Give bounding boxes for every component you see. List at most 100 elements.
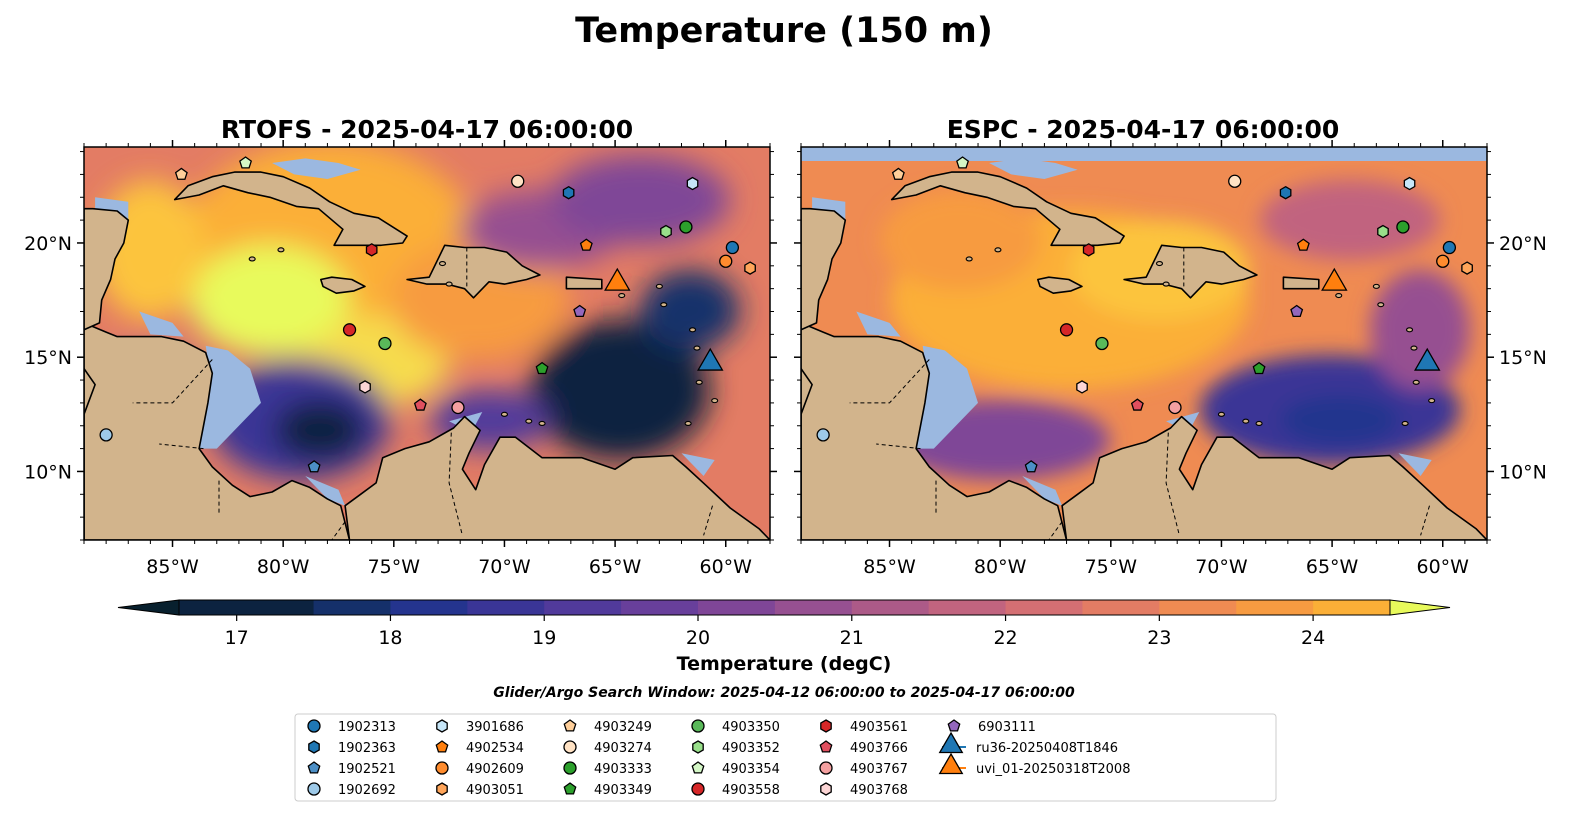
land-hispaniola (406, 244, 541, 299)
small-island (1410, 345, 1418, 351)
small-island (1377, 302, 1385, 308)
glider-ru36-20250408T1846 (1414, 347, 1441, 371)
marker-4903558 (342, 323, 357, 337)
small-island (1242, 418, 1250, 424)
glider-uvi_01-20250318T2008 (1321, 267, 1348, 291)
marker-1902313 (1442, 240, 1457, 255)
legend-marker-4903558 (691, 782, 705, 796)
marker-6903111 (573, 304, 587, 318)
legend-label: 4903767 (850, 762, 908, 777)
legend-label: 4902534 (466, 741, 524, 756)
country-border (1048, 521, 1063, 540)
land-mexico (801, 367, 813, 540)
land-hispaniola (1123, 244, 1258, 299)
legend-marker-uvi_01-20250318T2008 (938, 752, 964, 775)
marker-4903274 (511, 174, 525, 188)
legend-label: 4903766 (850, 741, 908, 756)
x-tick-label: 75°W (1085, 556, 1138, 578)
colorbar-tick-label: 24 (1301, 627, 1325, 649)
land-jamaica (1037, 276, 1083, 294)
colorbar-segment (851, 600, 930, 615)
small-island (684, 420, 692, 427)
legend-label: 4903333 (594, 762, 652, 777)
shallow-water (1398, 453, 1432, 476)
legend-label: 6903111 (978, 720, 1036, 735)
marker-4903350 (1095, 336, 1109, 351)
small-island (248, 256, 256, 262)
map-ticks-rtofs (77, 140, 777, 547)
legend-item-4903354: 4903354 (691, 761, 780, 777)
small-island (1162, 281, 1170, 287)
x-tick-label: 65°W (589, 556, 642, 578)
legend-label: ru36-20250408T1846 (976, 741, 1118, 756)
map-layers-rtofs (84, 156, 770, 540)
map-ticks-espc (794, 140, 1494, 547)
land-cuba (173, 171, 408, 247)
legend-label: 4903561 (850, 720, 908, 735)
small-island (994, 247, 1002, 253)
marker-4903051 (1461, 261, 1473, 275)
marker-4903354 (239, 156, 253, 169)
small-island (525, 418, 533, 424)
legend-label: 4903249 (594, 720, 652, 735)
small-island (711, 398, 719, 404)
marker-1902363 (1279, 185, 1292, 200)
x-tick-label: 70°W (1195, 556, 1248, 578)
legend-label: 4903274 (594, 741, 652, 756)
x-tick-label: 80°W (974, 556, 1027, 578)
colorbar-tick-label: 22 (993, 627, 1017, 649)
marker-4902534 (1296, 238, 1310, 251)
legend-marker-ru36-20250408T1846 (938, 731, 964, 754)
glider-ru36-20250408T1846 (697, 347, 724, 371)
colorbar-frame (178, 599, 1391, 616)
colorbar-tick-label: 20 (686, 627, 710, 649)
legend-label: 1902521 (338, 762, 396, 777)
shallow-water (989, 158, 1078, 179)
colorbar-segment (1005, 600, 1083, 615)
small-island (688, 327, 697, 333)
country-border (1420, 505, 1430, 536)
y-tick-label: 15°N (1499, 347, 1547, 369)
map-frame-espc (800, 146, 1488, 541)
legend-label: 3901686 (466, 720, 524, 735)
shallow-water (139, 311, 184, 337)
small-island (277, 247, 285, 253)
small-island (1217, 411, 1226, 417)
land-central-america (84, 322, 351, 540)
legend-marker-1902521 (307, 761, 321, 774)
legend-label: 4903350 (722, 720, 780, 735)
marker-4903349 (1252, 361, 1266, 375)
colorbar-segment (698, 600, 776, 615)
small-island (660, 302, 668, 308)
colorbar-segment (928, 600, 1007, 615)
small-island (1405, 327, 1414, 333)
legend-item-uvi_01-20250318T2008: uvi_01-20250318T2008 (938, 752, 1130, 777)
marker-4903561 (1082, 243, 1095, 257)
land-yucatan (801, 207, 847, 331)
colorbar-segment (774, 600, 853, 615)
legend-label: 4903558 (722, 783, 780, 798)
legend-item-4903352: 4903352 (692, 740, 780, 756)
legend-item-ru36-20250408T1846: ru36-20250408T1846 (938, 731, 1118, 756)
colorbar-segment (179, 600, 315, 615)
legend-frame (294, 713, 1277, 802)
marker-4903352 (660, 224, 672, 239)
colorbar-tick-label: 19 (532, 627, 556, 649)
land-yucatan (84, 207, 130, 331)
panel-title-rtofs: RTOFS - 2025-04-17 06:00:00 (221, 115, 633, 144)
y-tick-label: 20°N (1499, 233, 1547, 255)
legend-label: 4903051 (466, 783, 524, 798)
colorbar-segment (1159, 600, 1237, 615)
colorbar-segment (1236, 600, 1314, 615)
map-layers-espc (801, 156, 1487, 540)
legend-label: uvi_01-20250318T2008 (976, 762, 1130, 777)
legend-marker-4903249 (563, 719, 577, 732)
glider-uvi_01-20250318T2008 (604, 267, 631, 291)
legend-marker-4903354 (691, 761, 705, 774)
shallow-water (272, 158, 361, 179)
marker-4903333 (679, 220, 693, 234)
legend-item-1902521: 1902521 (307, 761, 396, 777)
shallow-water (916, 345, 978, 449)
shallow-water (199, 345, 261, 449)
